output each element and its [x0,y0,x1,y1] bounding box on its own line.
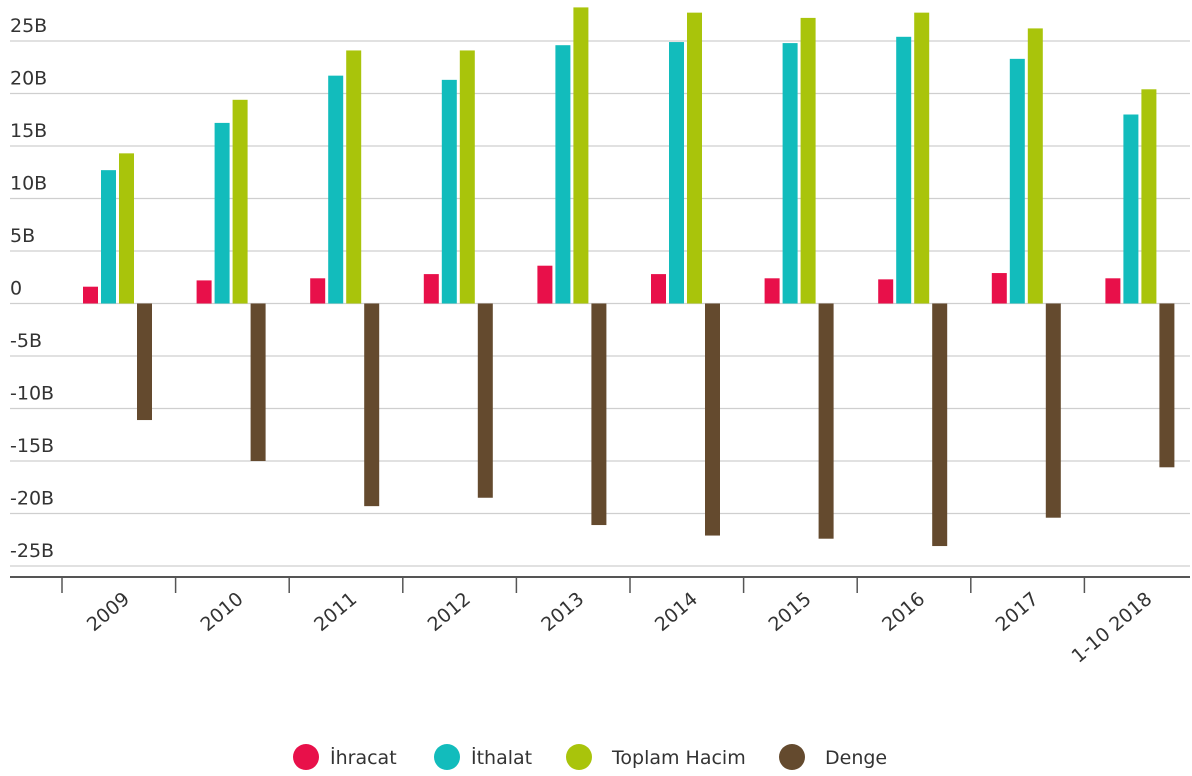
bar-i̇hracat [83,287,98,304]
bar-i̇thalat [669,42,684,303]
legend: İhracat İthalat Toplam Hacim Denge [293,744,887,770]
bars [83,7,1174,546]
bar-toplam-hacim [914,13,929,304]
bar-toplam-hacim [1028,28,1043,303]
bar-i̇hracat [651,274,666,303]
x-tick-label: 1-10 2018 [1068,588,1157,668]
x-tick-label: 2010 [196,588,247,636]
bar-denge [932,304,947,547]
y-tick-label: 0 [10,278,22,300]
bar-denge [364,304,379,507]
legend-marker [779,744,805,770]
bar-i̇thalat [1010,59,1025,304]
x-tick-label: 2013 [537,588,588,636]
bar-denge [251,304,266,462]
legend-marker [434,744,460,770]
bar-i̇hracat [424,274,439,303]
y-tick-label: 10B [10,173,47,195]
bar-i̇hracat [765,278,780,303]
bar-i̇hracat [310,278,325,303]
bar-denge [705,304,720,536]
bar-i̇hracat [197,280,212,303]
bar-i̇hracat [537,266,552,304]
legend-label: Toplam Hacim [611,747,746,769]
x-tick-label: 2014 [651,588,702,636]
legend-marker [293,744,319,770]
y-tick-label: -10B [10,383,54,405]
bar-denge [1159,304,1174,468]
bar-i̇thalat [101,170,116,303]
bar-denge [591,304,606,526]
legend-marker [566,744,592,770]
y-tick-label: 5B [10,225,35,247]
bar-i̇thalat [442,80,457,304]
bar-denge [478,304,493,498]
y-tick-label: 20B [10,68,47,90]
y-tick-label: -15B [10,435,54,457]
x-tick-label: 2012 [424,588,475,636]
bar-toplam-hacim [119,153,134,303]
x-tick-label: 2017 [992,588,1043,636]
y-tick-label: -25B [10,540,54,562]
bar-i̇thalat [783,43,798,303]
y-tick-label: -20B [10,488,54,510]
bar-denge [1046,304,1061,518]
y-axis-ticks: 25B 20B 15B 10B 5B 0 -5B -10B -15B -20B -25B [10,15,54,562]
x-tick-label: 2011 [310,588,361,636]
bar-i̇hracat [992,273,1007,303]
y-tick-label: -5B [10,330,42,352]
bar-i̇thalat [328,76,343,304]
bar-toplam-hacim [687,13,702,304]
y-tick-label: 25B [10,15,47,37]
bar-toplam-hacim [1141,89,1156,303]
bar-toplam-hacim [573,7,588,303]
x-tick-label: 2009 [83,588,134,636]
bar-i̇hracat [1105,278,1120,303]
bar-i̇thalat [1123,115,1138,304]
legend-label: İhracat [330,746,397,769]
x-tick-label: 2016 [878,588,929,636]
bar-denge [819,304,834,539]
bar-toplam-hacim [801,18,816,304]
bar-toplam-hacim [346,50,361,303]
bar-i̇hracat [878,279,893,303]
y-tick-label: 15B [10,120,47,142]
bar-i̇thalat [215,123,230,304]
x-tick-label: 2015 [764,588,815,636]
x-axis: 2009 2010 2011 2012 2013 2014 2015 2016 2017 1-10… [10,577,1192,668]
bar-toplam-hacim [460,50,475,303]
bar-i̇thalat [555,45,570,303]
legend-label: İthalat [471,746,532,769]
bar-i̇thalat [896,37,911,304]
legend-label: Denge [825,747,887,769]
bar-denge [137,304,152,421]
bar-toplam-hacim [233,100,248,304]
